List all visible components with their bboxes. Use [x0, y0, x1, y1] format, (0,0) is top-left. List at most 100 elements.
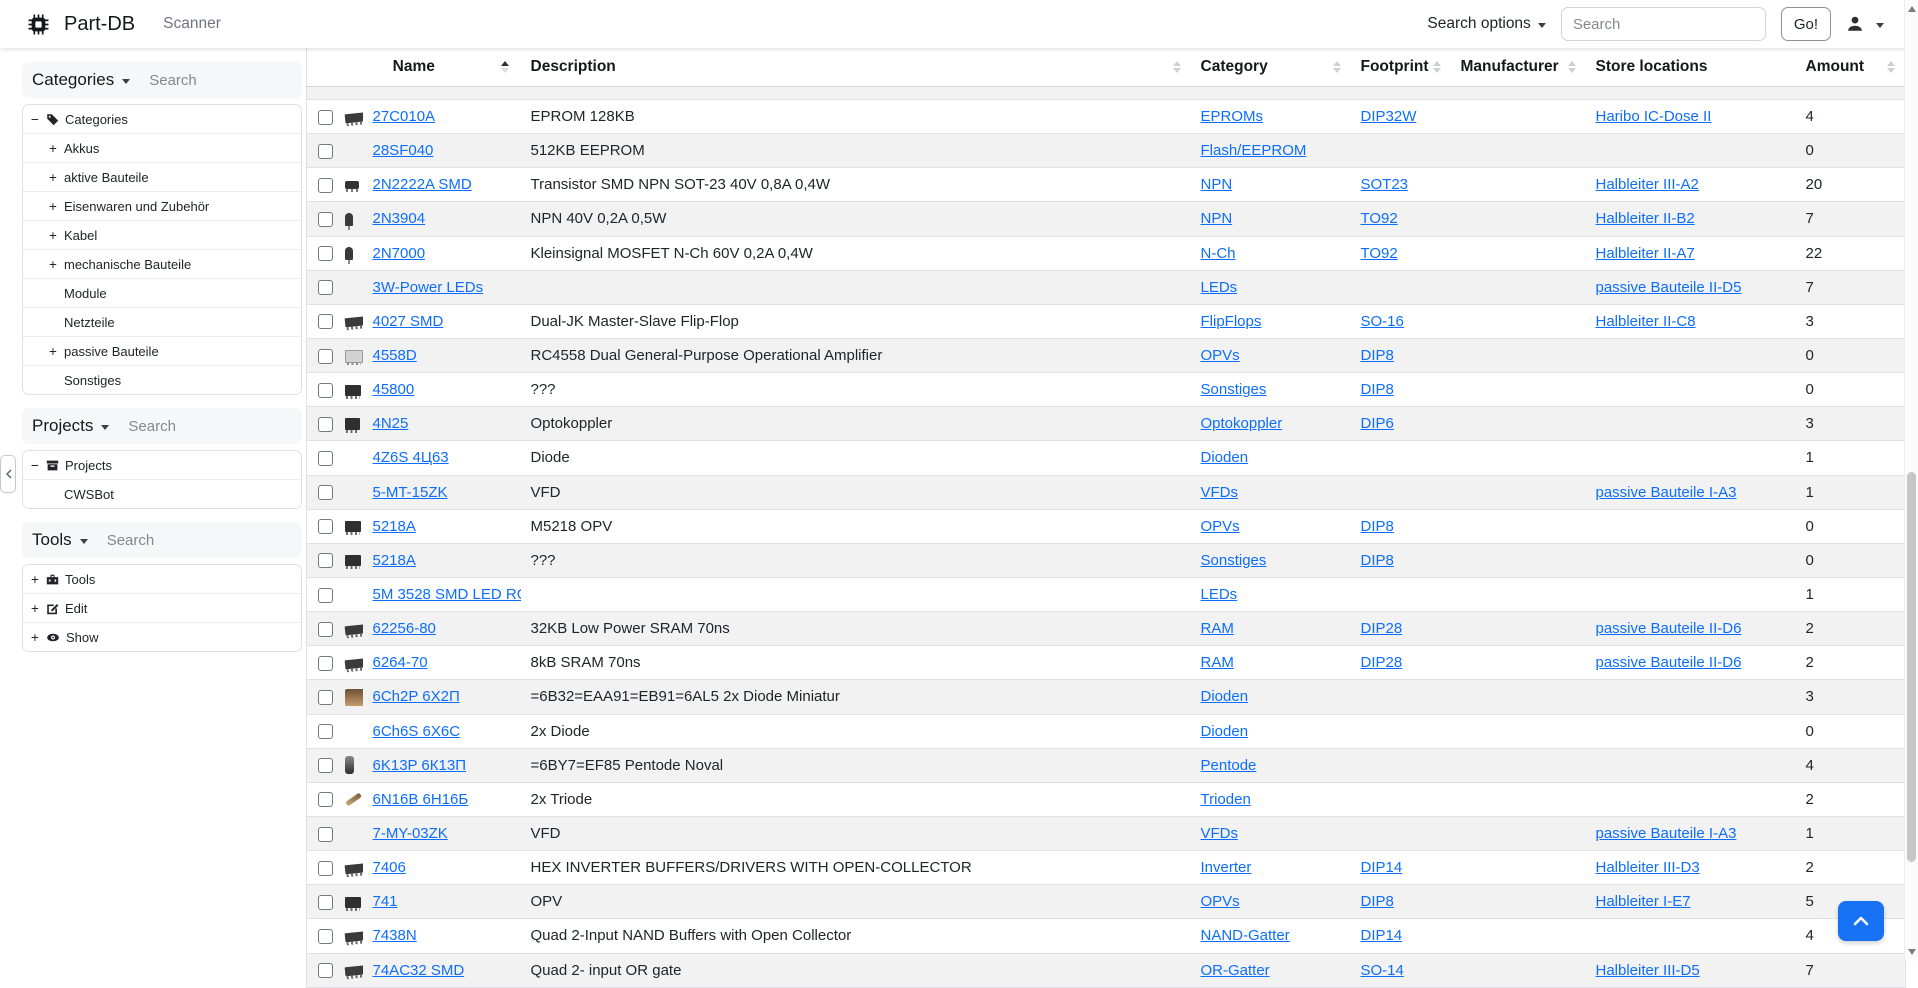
part-name-link[interactable]: 28SF040 — [372, 142, 434, 160]
footprint-link[interactable]: SO-14 — [1360, 961, 1404, 979]
category-link[interactable]: Dioden — [1200, 722, 1249, 740]
category-link[interactable]: OR-Gatter — [1200, 961, 1270, 979]
footprint-link[interactable]: DIP6 — [1360, 415, 1394, 433]
footprint-link[interactable]: DIP32W — [1360, 108, 1417, 126]
part-name-link[interactable]: 6K13P 6К13П — [372, 756, 466, 774]
plus-expander-icon[interactable] — [31, 572, 46, 587]
part-name-link[interactable]: 7406 — [372, 859, 406, 877]
sort-icon[interactable] — [1432, 61, 1441, 73]
category-link[interactable]: Flash/EEPROM — [1200, 142, 1307, 160]
row-checkbox[interactable] — [318, 348, 333, 364]
part-name-link[interactable]: 5218A — [372, 517, 416, 535]
row-checkbox[interactable] — [318, 894, 333, 910]
column-header-footprint[interactable]: Footprint — [1350, 48, 1451, 87]
part-name-link[interactable]: 6N16B 6Н16Б — [372, 790, 469, 808]
category-link[interactable]: OPVs — [1200, 517, 1240, 535]
part-name-link[interactable]: 27C010A — [372, 108, 436, 126]
category-link[interactable]: NPN — [1200, 210, 1233, 228]
row-checkbox[interactable] — [318, 143, 333, 159]
category-link[interactable]: VFDs — [1200, 825, 1239, 843]
tools-dropdown[interactable]: Tools — [32, 530, 88, 550]
row-checkbox[interactable] — [318, 655, 333, 671]
tree-item-show[interactable]: Show — [23, 622, 301, 651]
user-menu[interactable] — [1846, 15, 1884, 33]
sidebar-collapse-button[interactable] — [0, 455, 16, 493]
category-link[interactable]: Trioden — [1200, 790, 1251, 808]
tree-item-mechanische-bauteile[interactable]: mechanische Bauteile — [23, 249, 301, 278]
footprint-link[interactable]: DIP8 — [1360, 381, 1394, 399]
footprint-link[interactable]: DIP28 — [1360, 620, 1403, 638]
store-location-link[interactable]: passive Bauteile I-A3 — [1595, 825, 1737, 843]
store-location-link[interactable]: passive Bauteile II-D6 — [1595, 620, 1742, 638]
row-checkbox[interactable] — [318, 280, 333, 296]
plus-expander-icon[interactable] — [49, 257, 64, 272]
app-brand[interactable]: Part-DB — [28, 13, 135, 36]
part-name-link[interactable]: 3W-Power LEDs — [372, 278, 484, 296]
footprint-link[interactable]: DIP28 — [1360, 654, 1403, 672]
store-location-link[interactable]: passive Bauteile II-D5 — [1595, 278, 1742, 296]
column-header-amount[interactable]: Amount — [1795, 48, 1906, 87]
sort-icon[interactable] — [500, 61, 509, 73]
category-link[interactable]: NAND-Gatter — [1200, 927, 1290, 945]
part-name-link[interactable]: 4N25 — [372, 415, 409, 433]
part-name-link[interactable]: 7-MY-03ZK — [372, 825, 448, 843]
tree-item-eisenwaren-und-zubeh-r[interactable]: Eisenwaren und Zubehör — [23, 191, 301, 220]
tree-item-aktive-bauteile[interactable]: aktive Bauteile — [23, 162, 301, 191]
tools-search-input[interactable] — [104, 530, 249, 550]
row-checkbox[interactable] — [318, 416, 333, 432]
part-name-link[interactable]: 6264-70 — [372, 654, 428, 672]
part-name-link[interactable]: 4027 SMD — [372, 312, 444, 330]
part-name-link[interactable]: 6Ch2P 6Х2П — [372, 688, 460, 706]
footprint-link[interactable]: TO92 — [1360, 210, 1398, 228]
part-name-link[interactable]: 7438N — [372, 927, 417, 945]
row-checkbox[interactable] — [318, 451, 333, 466]
row-checkbox[interactable] — [318, 109, 333, 125]
part-name-link[interactable]: 2N7000 — [372, 244, 426, 262]
minus-expander-icon[interactable] — [31, 112, 46, 127]
category-link[interactable]: FlipFlops — [1200, 312, 1262, 330]
part-name-link[interactable]: 2N2222A SMD — [372, 176, 472, 194]
part-name-link[interactable]: 4558D — [372, 347, 417, 365]
go-button[interactable]: Go! — [1780, 7, 1831, 41]
store-location-link[interactable]: Halbleiter III-A2 — [1595, 176, 1699, 194]
search-input[interactable] — [1560, 7, 1766, 41]
part-name-link[interactable]: 6Ch6S 6X6C — [372, 722, 461, 740]
part-name-link[interactable]: 5218A — [372, 551, 416, 569]
tree-item-tools[interactable]: Tools — [23, 565, 301, 593]
footprint-link[interactable]: SOT23 — [1360, 176, 1409, 194]
scrollbar-up-arrow-icon[interactable] — [1908, 6, 1916, 12]
store-location-link[interactable]: Haribo IC-Dose II — [1595, 108, 1712, 126]
category-link[interactable]: OPVs — [1200, 893, 1240, 911]
sort-icon[interactable] — [1567, 61, 1576, 73]
scrollbar-thumb[interactable] — [1907, 472, 1916, 862]
plus-expander-icon[interactable] — [49, 344, 64, 359]
footprint-link[interactable]: DIP8 — [1360, 517, 1394, 535]
category-link[interactable]: Pentode — [1200, 756, 1257, 774]
category-link[interactable]: Optokoppler — [1200, 415, 1283, 433]
row-checkbox[interactable] — [318, 485, 333, 501]
category-link[interactable]: N-Ch — [1200, 244, 1236, 262]
row-checkbox[interactable] — [318, 621, 333, 637]
nav-item-scanner[interactable]: Scanner — [163, 15, 221, 32]
scroll-to-top-button[interactable] — [1838, 901, 1884, 941]
row-checkbox[interactable] — [318, 177, 333, 193]
category-link[interactable]: Dioden — [1200, 688, 1249, 706]
footprint-link[interactable]: DIP8 — [1360, 893, 1394, 911]
row-checkbox[interactable] — [318, 519, 333, 535]
category-link[interactable]: RAM — [1200, 620, 1234, 638]
column-header-manufacturer[interactable]: Manufacturer — [1450, 48, 1586, 87]
vertical-scrollbar[interactable] — [1904, 0, 1918, 961]
plus-expander-icon[interactable] — [49, 170, 64, 185]
part-name-link[interactable]: 4Z6S 4Ц63 — [372, 449, 449, 467]
category-link[interactable]: OPVs — [1200, 347, 1240, 365]
store-location-link[interactable]: Halbleiter III-D5 — [1595, 961, 1700, 979]
row-checkbox[interactable] — [318, 212, 333, 228]
tree-item-categories[interactable]: Categories — [23, 105, 301, 133]
tree-item-projects[interactable]: Projects — [23, 451, 301, 479]
tree-item-netzteile[interactable]: Netzteile — [23, 307, 301, 336]
plus-expander-icon[interactable] — [49, 228, 64, 243]
row-checkbox[interactable] — [318, 246, 333, 262]
minus-expander-icon[interactable] — [31, 458, 46, 473]
tree-item-akkus[interactable]: Akkus — [23, 133, 301, 162]
row-checkbox[interactable] — [318, 724, 333, 740]
